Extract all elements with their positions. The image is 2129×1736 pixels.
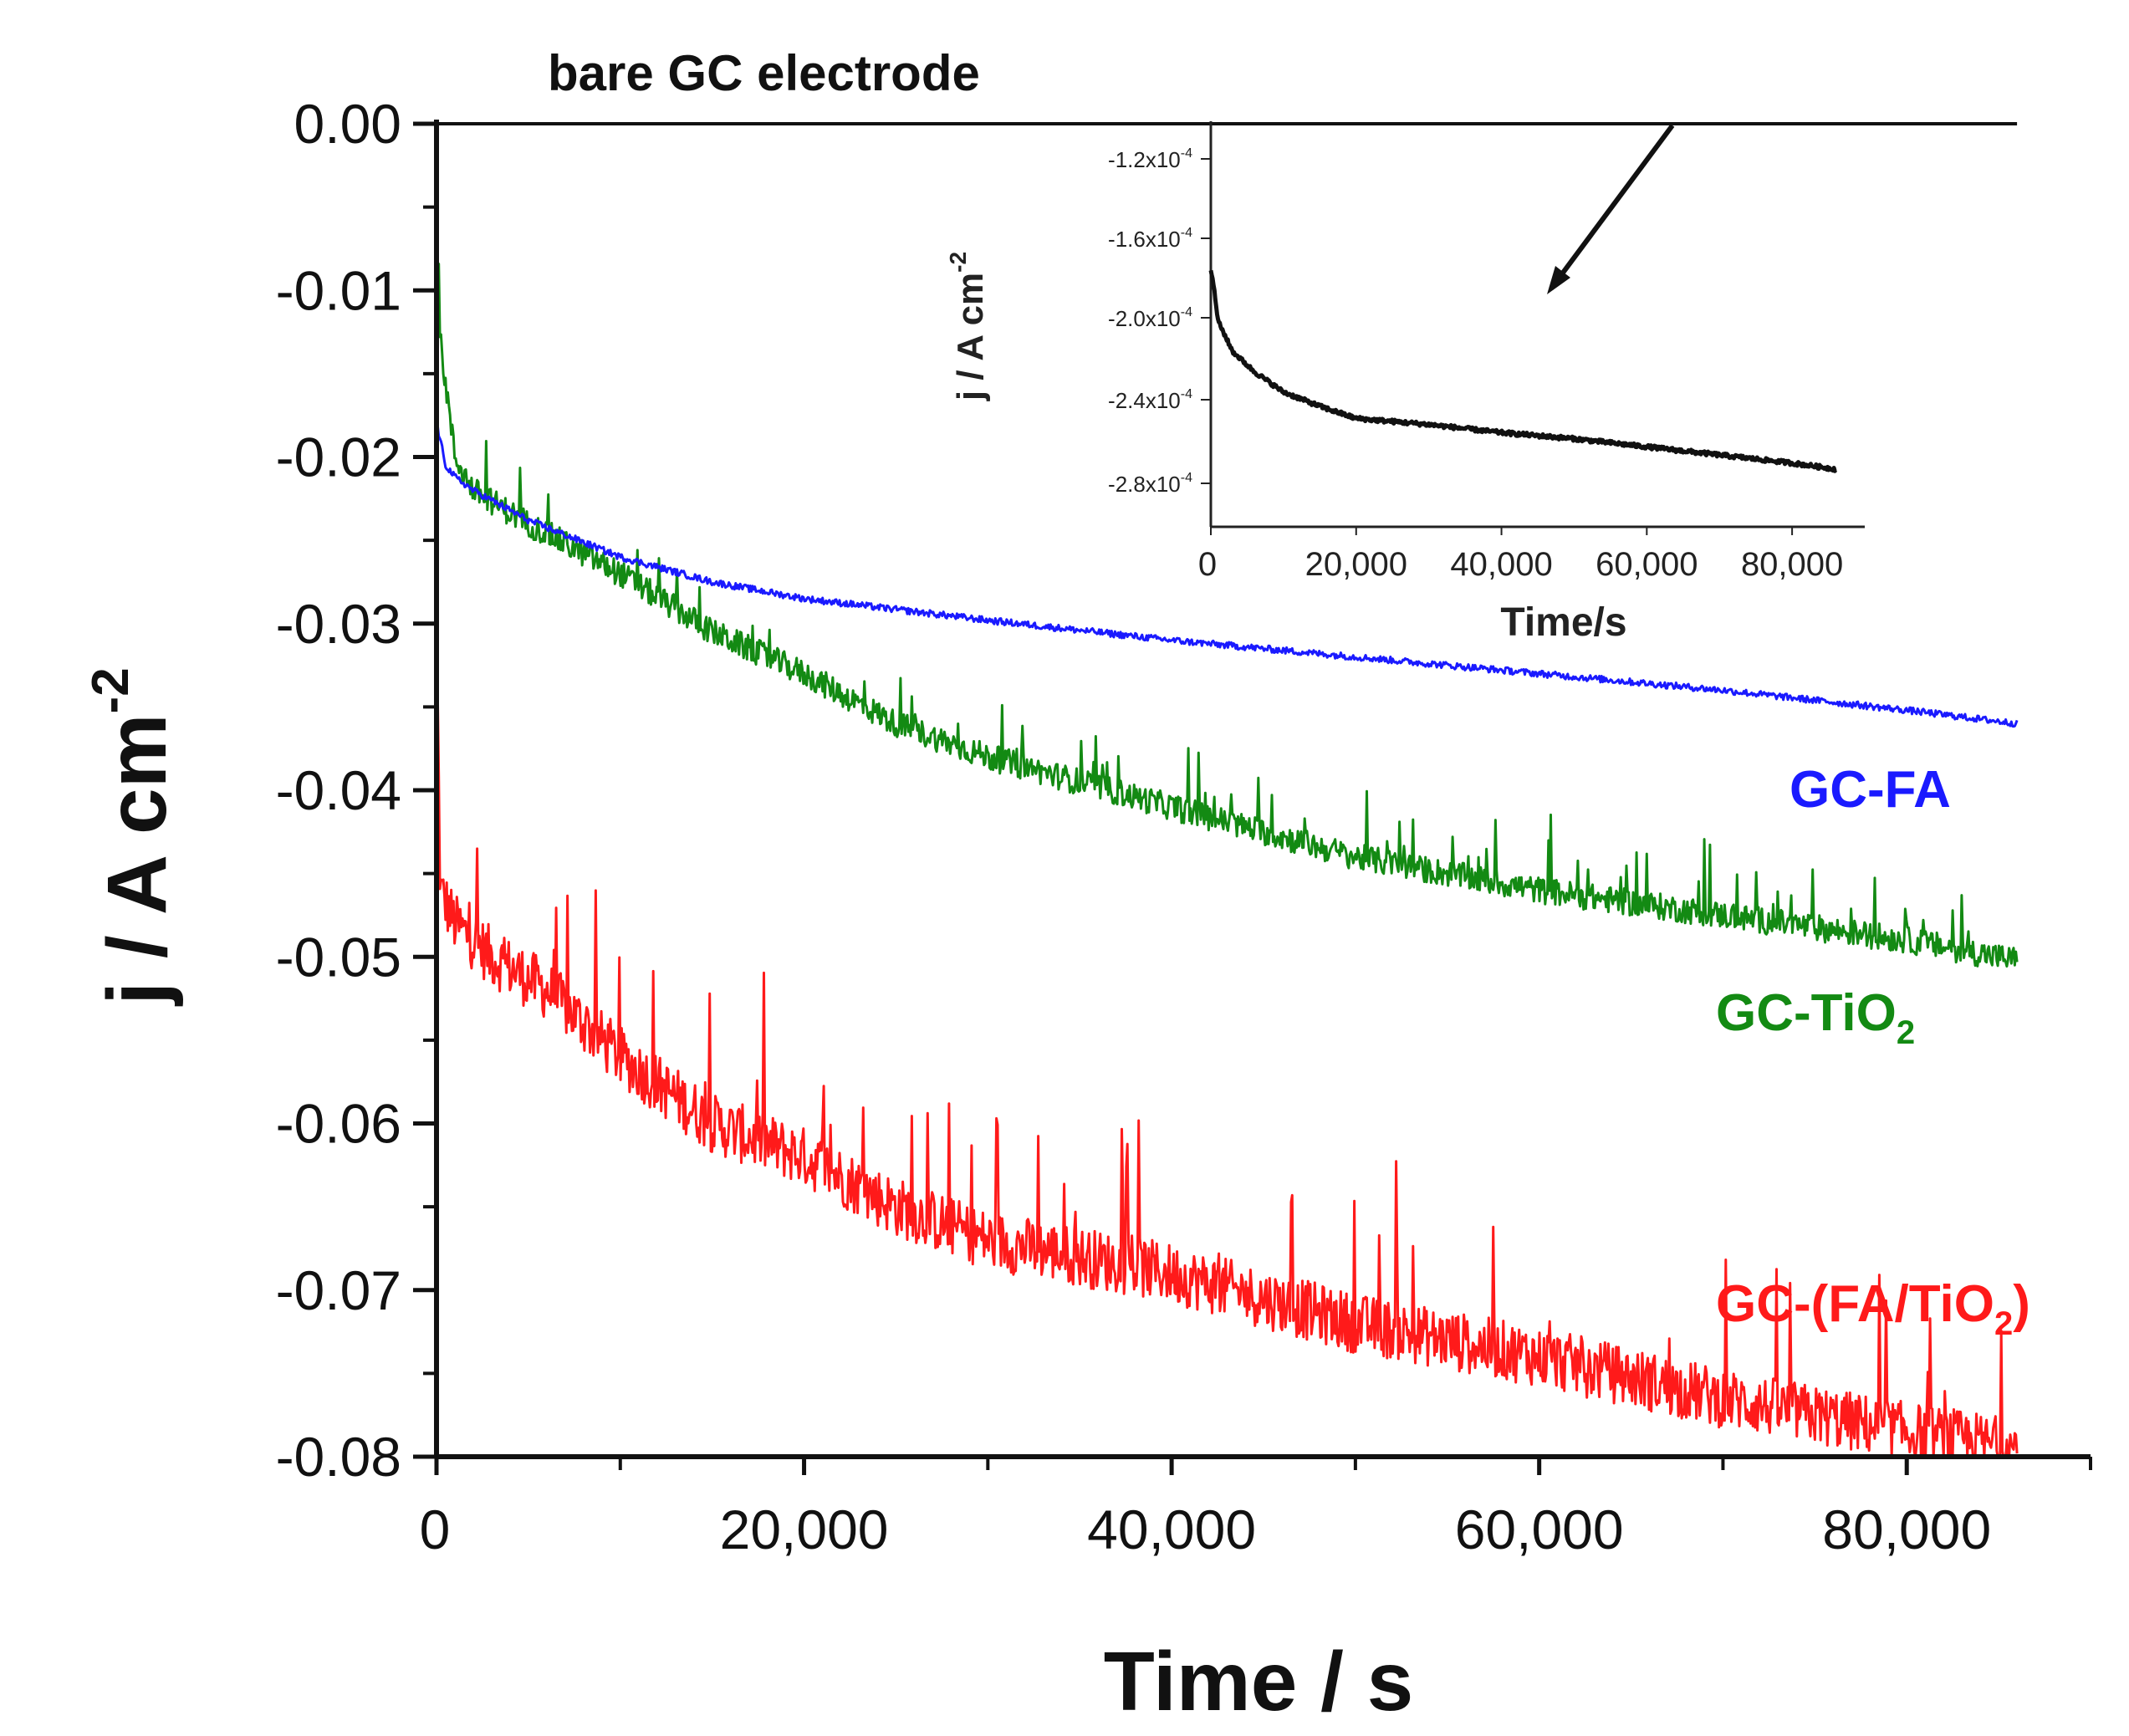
x-tick-label: 80,000	[1822, 1499, 1991, 1560]
x-tick-label: 40,000	[1087, 1499, 1256, 1560]
y-tick-label: -0.03	[276, 593, 401, 655]
inset-series-line	[1208, 269, 1838, 473]
x-tick-label: 60,000	[1455, 1499, 1624, 1560]
series-label-gc-tio2: GC-TiO2	[1716, 984, 1915, 1051]
inset-y-axis-title: j / A cm-2	[945, 252, 991, 401]
series-label-gc-fa-tio2-sub: 2	[1994, 1305, 2013, 1342]
y-tick-label: -0.04	[276, 759, 401, 821]
y-tick-label: -0.08	[276, 1426, 401, 1488]
series-line-gc-tio2	[435, 257, 2019, 968]
series-label-gc-fa: GC-FA	[1789, 761, 1951, 819]
inset-y-tick-exponent: -4	[1181, 387, 1192, 401]
inset-chart: -1.2x10-4 -1.6x10-4 -2.0x10-4 -2.4x10-4 -2.8…	[1108, 121, 1865, 583]
axes-group: 0.00 -0.01 -0.02 -0.03 -0.04 -0.05 -0.06 -0.07 -…	[276, 93, 2092, 1560]
x-tick-label: 0	[420, 1499, 451, 1560]
inset-arrow-head	[1547, 266, 1570, 294]
y-tick-label: -0.01	[276, 259, 401, 321]
inset-y-tick-exponent: -4	[1181, 305, 1192, 319]
x-tick-label: 20,000	[720, 1499, 889, 1560]
x-axis-title: Time / s	[1104, 1635, 1414, 1728]
inset-y-tick-exponent: -4	[1181, 471, 1192, 485]
inset-y-tick-exponent: -4	[1181, 146, 1192, 161]
series-line-gc-fa	[435, 422, 2019, 728]
y-tick-label: -0.06	[276, 1093, 401, 1155]
y-tick-label: -0.05	[276, 926, 401, 988]
inset-arrow-shaft	[1549, 124, 1675, 290]
inset-y-tick-exponent: -4	[1181, 226, 1192, 240]
inset-y-tick-label: -2.8x10-4	[1108, 471, 1192, 497]
series-label-gc-tio2-sub: 2	[1897, 1014, 1915, 1051]
inset-y-tick-label: -1.6x10-4	[1108, 226, 1192, 252]
inset-y-axis-title-sup: -2	[945, 252, 971, 273]
y-tick-label: -0.02	[276, 426, 401, 488]
series-group	[435, 122, 2019, 1458]
inset-y-tick-label: -1.2x10-4	[1108, 146, 1192, 172]
inset-x-tick-label: 40,000	[1450, 546, 1552, 583]
inset-x-tick-label: 60,000	[1595, 546, 1698, 583]
y-axis-title-main: j / A cm	[90, 713, 184, 1006]
inset-x-tick-label: 0	[1198, 546, 1217, 583]
series-label-gc-fa-tio2-main: GC-(FA/TiO	[1716, 1275, 1994, 1333]
inset-x-tick-label: 20,000	[1305, 546, 1407, 583]
series-label-gc-fa-tio2-close: )	[2013, 1275, 2030, 1333]
series-label-gc-fa-tio2: GC-(FA/TiO2)	[1716, 1275, 2030, 1342]
annotation-bare-gc: bare GC electrode	[548, 45, 980, 101]
y-tick-label: 0.00	[294, 93, 401, 155]
inset-y-tick-label: -2.0x10-4	[1108, 305, 1192, 331]
inset-y-tick-label: -2.4x10-4	[1108, 387, 1192, 413]
y-tick-label: -0.07	[276, 1259, 401, 1321]
y-axis-title-sup: -2	[82, 667, 140, 713]
series-line-gc-fa-tio2	[435, 623, 2019, 1458]
inset-x-tick-label: 80,000	[1741, 546, 1843, 583]
inset-y-axis-title-main: j / A cm	[950, 273, 991, 401]
y-axis-title: j / A cm-2	[82, 667, 184, 1006]
series-label-gc-tio2-main: GC-TiO	[1716, 984, 1897, 1042]
inset-x-axis-title: Time/s	[1500, 600, 1626, 645]
